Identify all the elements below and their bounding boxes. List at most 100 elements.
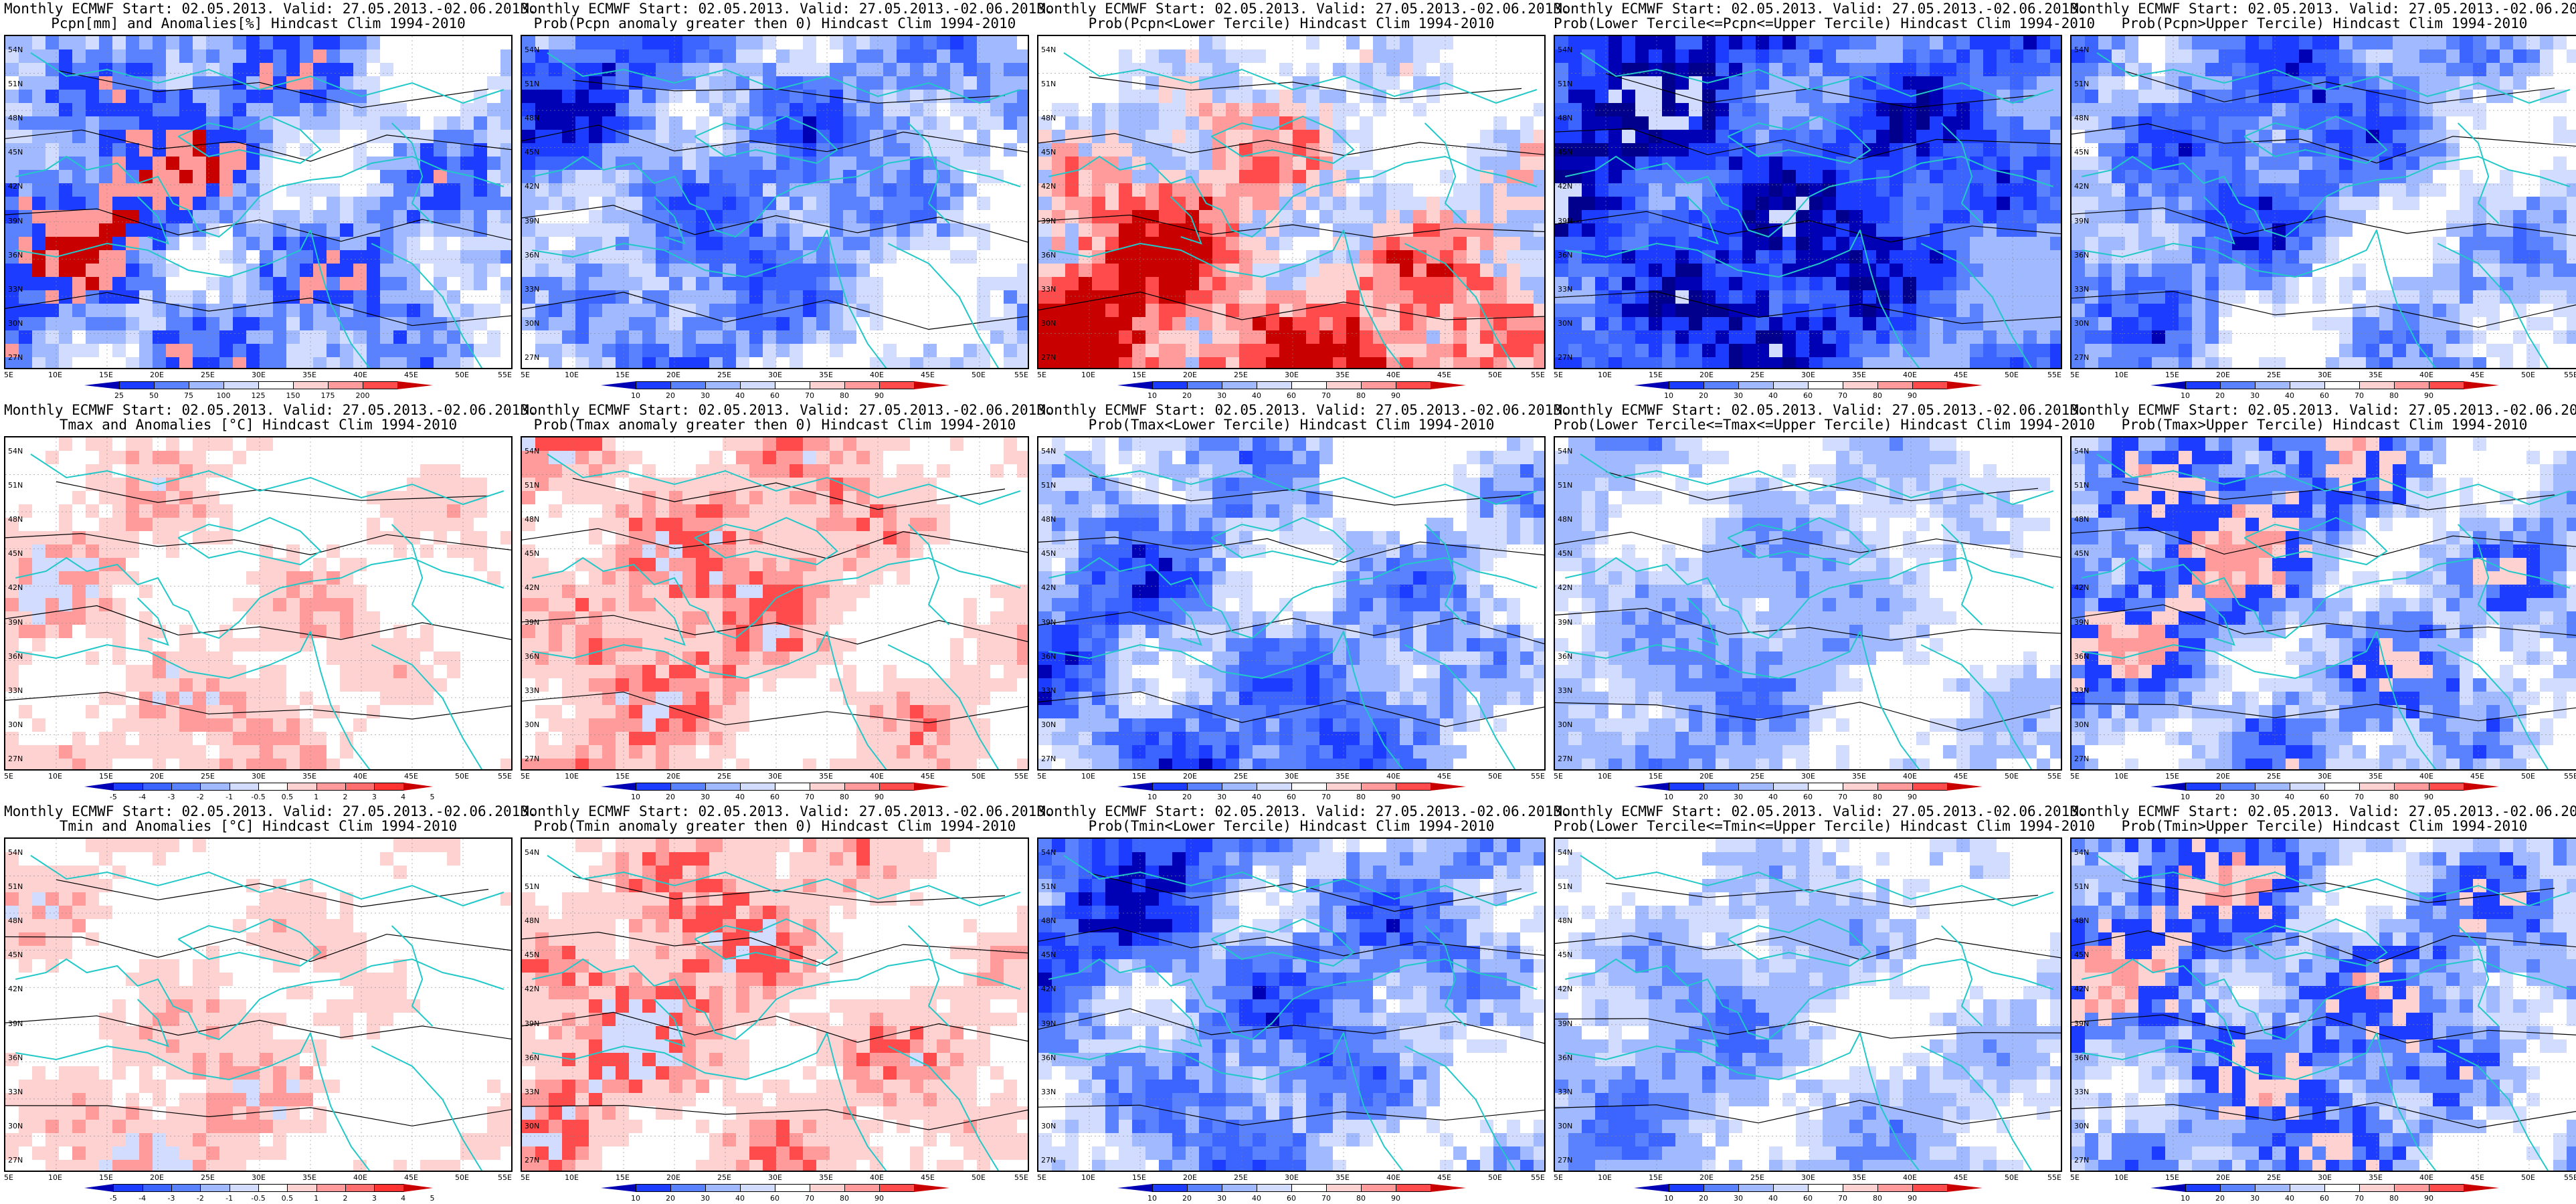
contour-line <box>522 692 1028 726</box>
colorbar-tick-label: 90 <box>875 391 884 400</box>
longitude-label: 15E <box>616 371 630 379</box>
colorbar: -5 -4 -3 -2 -1 -0.5 0.5 1 2 3 4 5 <box>84 783 435 801</box>
colorbar: 25 50 75 100 125 150 175 200 <box>84 381 433 400</box>
colorbar-swatch <box>1947 381 1983 389</box>
colorbar-swatch <box>1222 381 1257 389</box>
colorbar-tick-label: 90 <box>2424 391 2433 400</box>
colorbar-swatch <box>1843 783 1878 791</box>
forecast-map-panel: Monthly ECMWF Start: 02.05.2013. Valid: … <box>1554 401 2095 803</box>
latitude-label: 36N <box>1041 1053 1056 1062</box>
colorbar-tick-label: -1 <box>225 1194 234 1203</box>
colorbar-tick-label: 60 <box>1287 1194 1296 1203</box>
contour-line <box>1605 471 2039 502</box>
colorbar-swatch <box>601 783 636 791</box>
coastline <box>1565 1032 1861 1081</box>
longitude-label: 35E <box>302 772 316 781</box>
map-area <box>1037 436 1546 771</box>
longitude-label: 25E <box>717 772 731 781</box>
latitude-label: 27N <box>1041 755 1056 763</box>
contour-line <box>2122 879 2555 904</box>
latitude-label: 45N <box>1558 148 1573 157</box>
colorbar-swatch <box>2220 381 2256 389</box>
colorbar-swatch <box>1704 381 1739 389</box>
colorbar-swatch <box>154 381 189 389</box>
contour-line <box>1555 607 2061 641</box>
map-field <box>1555 437 2061 769</box>
latitude-label: 27N <box>8 1156 23 1165</box>
longitude-label: 10E <box>1598 772 1612 781</box>
latitude-label: 42N <box>1041 583 1056 593</box>
colorbar-tick-label: 0.5 <box>281 1194 294 1203</box>
coastline <box>15 155 504 238</box>
colorbar-swatch <box>2324 783 2360 791</box>
coastline <box>15 958 504 1041</box>
panel-title-line1: Monthly ECMWF Start: 02.05.2013. Valid: … <box>1554 1 2087 17</box>
colorbar-tick-label: 10 <box>631 391 640 400</box>
contour-line <box>1038 611 1544 645</box>
colorbar-tick-label: 5 <box>430 1194 435 1203</box>
colorbar-tick-label: 10 <box>2181 793 2190 801</box>
panel-title-line2: Prob(Pcpn>Upper Tercile) Hindcast Clim 1… <box>2121 15 2528 31</box>
map-field <box>5 839 511 1171</box>
coastline <box>2376 631 2437 769</box>
longitude-label: 50E <box>455 371 469 379</box>
latitude-label: 36N <box>1558 651 1573 661</box>
map-field <box>2072 839 2576 1171</box>
coastline <box>391 524 434 625</box>
coastline <box>1210 115 1355 165</box>
longitude-label: 45E <box>404 371 418 379</box>
longitude-label: 45E <box>1437 371 1451 379</box>
colorbar-tick-label: -5 <box>109 1194 117 1203</box>
latitude-label: 30N <box>2074 1121 2090 1130</box>
coastline <box>1210 918 1355 967</box>
coastline <box>826 229 887 368</box>
colorbar-swatch <box>1808 1184 1843 1192</box>
longitude-label: 40E <box>870 1173 884 1182</box>
latitude-label: 33N <box>1041 686 1056 695</box>
colorbar-swatch <box>363 381 398 389</box>
colorbar-tick-label: 150 <box>286 391 300 400</box>
colorbar-swatch <box>810 381 845 389</box>
coastline <box>391 122 434 224</box>
colorbar-tick-label: 90 <box>1908 793 1917 801</box>
coastline <box>1170 999 1202 1047</box>
coastline <box>1727 516 1871 566</box>
colorbar-swatch <box>740 1184 775 1192</box>
colorbar-swatch <box>258 381 294 389</box>
latitude-label: 45N <box>1041 549 1056 559</box>
coastline <box>532 631 828 680</box>
panel-title-line1: Monthly ECMWF Start: 02.05.2013. Valid: … <box>4 1 537 17</box>
coastline <box>653 196 686 245</box>
longitude-label: 25E <box>2267 1173 2281 1182</box>
colorbar-tick-label: 20 <box>1699 793 1708 801</box>
longitude-label: 5E <box>4 1173 13 1182</box>
coastline <box>1564 958 2054 1041</box>
contour-line <box>522 615 1028 645</box>
colorbar-tick-label: 10 <box>1147 1194 1157 1203</box>
colorbar-tick-label: 5 <box>430 793 435 801</box>
colorbar-tick-label: 90 <box>2424 1194 2433 1203</box>
colorbar-swatch <box>810 1184 845 1192</box>
colorbar-swatch <box>1877 1184 1913 1192</box>
longitude-label: 50E <box>2005 1173 2019 1182</box>
colorbar-swatch <box>1291 783 1327 791</box>
colorbar-tick-label: 20 <box>1699 1194 1708 1203</box>
longitude-label: 20E <box>666 1173 680 1182</box>
longitude-label: 55E <box>1531 1173 1545 1182</box>
longitude-label: 30E <box>2318 1173 2332 1182</box>
contour-line <box>1038 926 1544 957</box>
longitude-label: 50E <box>1488 1173 1502 1182</box>
colorbar: 10 20 30 40 60 70 80 90 <box>601 783 949 801</box>
colorbar-swatch <box>636 1184 671 1192</box>
coastline <box>1404 243 1516 368</box>
colorbar-swatch <box>2255 381 2290 389</box>
colorbar-swatch <box>1808 381 1843 389</box>
contour-line <box>1038 214 1544 238</box>
contour-line <box>1555 291 2061 324</box>
latitude-label: 42N <box>2074 583 2090 593</box>
longitude-label: 10E <box>1081 772 1095 781</box>
latitude-label: 48N <box>2074 515 2090 524</box>
colorbar-tick-label: -2 <box>196 793 204 801</box>
latitude-label: 33N <box>1558 284 1573 294</box>
coastline <box>1063 454 1538 506</box>
